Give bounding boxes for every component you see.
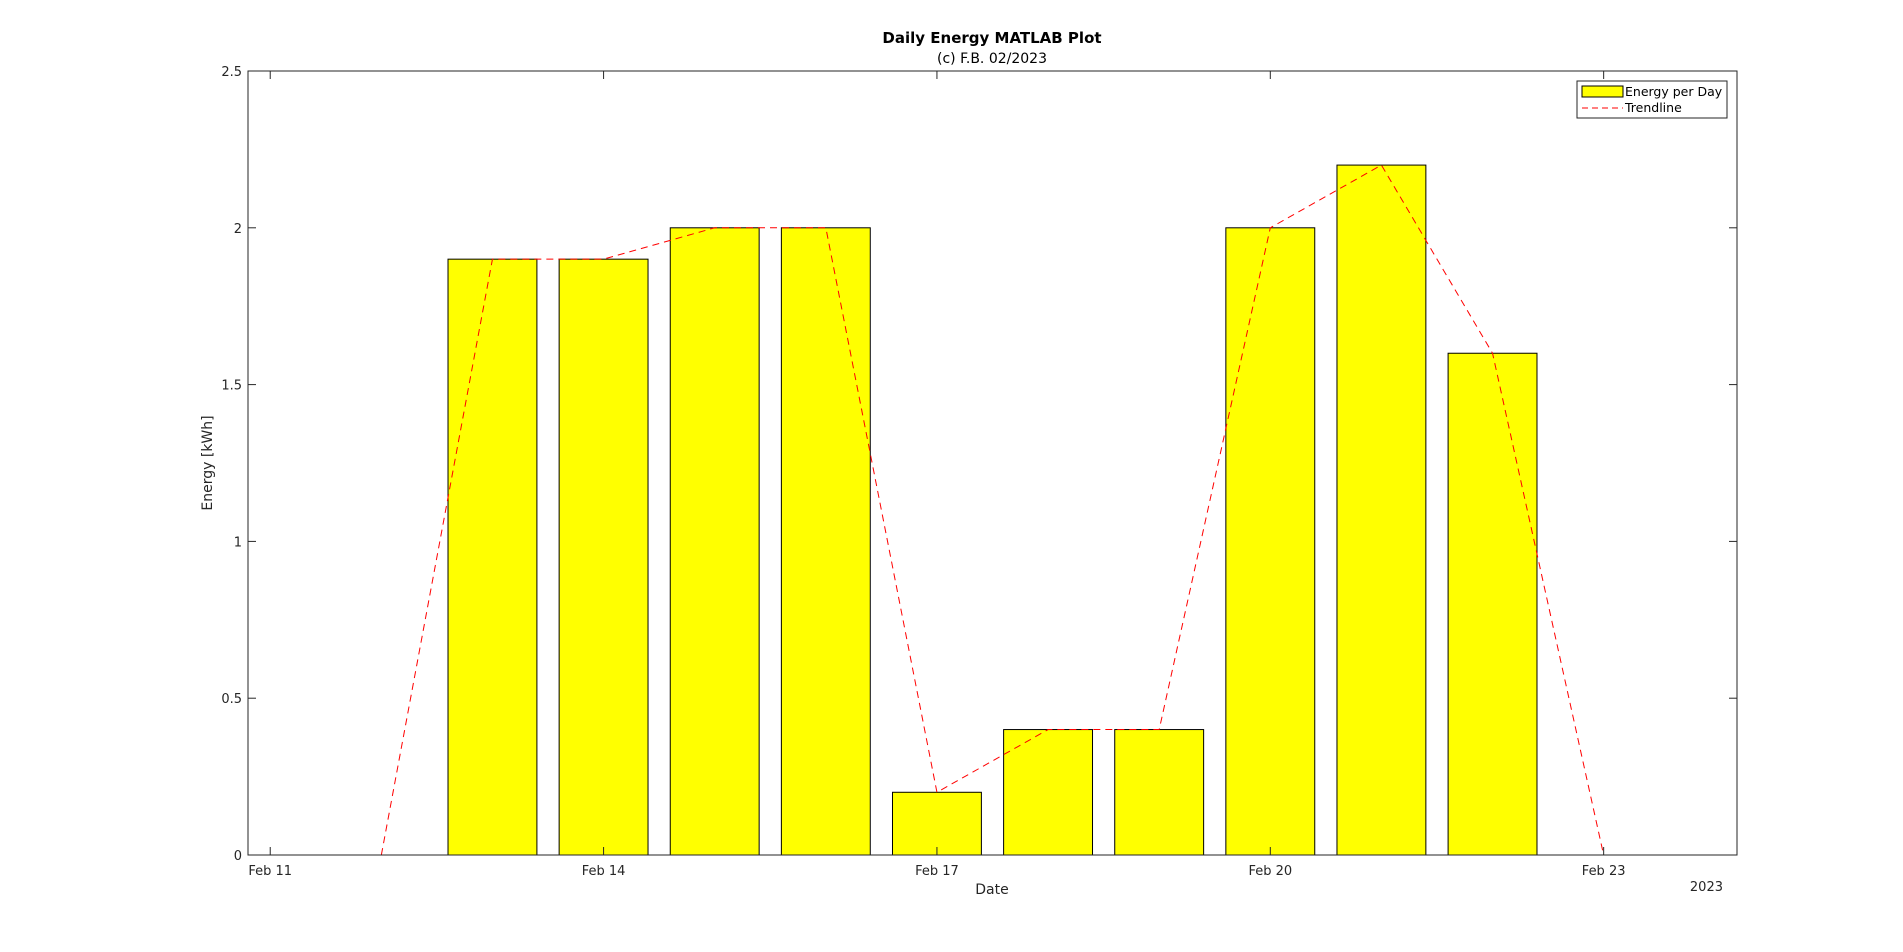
- bar-feb-17: [891, 791, 982, 856]
- bar-feb-13: [447, 258, 538, 856]
- y-tick-label: 0: [234, 849, 242, 864]
- y-tick-label: 0.5: [221, 692, 242, 707]
- bar-feb-18: [1003, 729, 1094, 856]
- y-tick-label: 2.5: [221, 65, 242, 80]
- bar-feb-14: [558, 258, 649, 856]
- y-tick-label: 1.5: [221, 379, 242, 394]
- year-label: 2023: [1690, 880, 1723, 895]
- chart-subtitle: (c) F.B. 02/2023: [937, 51, 1047, 67]
- bars-layer: [447, 164, 1538, 856]
- y-tick-label: 1: [234, 535, 242, 550]
- bar-feb-16: [780, 227, 871, 856]
- legend-label-energy: Energy per Day: [1625, 84, 1723, 99]
- bar-feb-15: [669, 227, 760, 856]
- x-axis-label: Date: [975, 882, 1008, 898]
- x-tick-label: Feb 14: [582, 864, 626, 879]
- y-tick-label: 2: [234, 222, 242, 237]
- ticks-layer: 0 0.5 1 1.5 2 2.5 Feb 11 Feb 14 Feb 17 Feb 20 Feb …: [221, 65, 1737, 879]
- x-tick-label: Feb 20: [1248, 864, 1292, 879]
- bar-feb-19: [1114, 729, 1205, 856]
- bar-feb-20: [1225, 227, 1316, 856]
- y-axis-label: Energy [kWh]: [200, 415, 216, 510]
- x-tick-label: Feb 17: [915, 864, 959, 879]
- chart-title: Daily Energy MATLAB Plot: [882, 29, 1101, 47]
- bar-feb-22: [1447, 352, 1538, 856]
- x-tick-label: Feb 23: [1582, 864, 1626, 879]
- legend: Energy per Day Trendline: [1576, 80, 1728, 119]
- trendline-path: [380, 164, 1605, 856]
- x-tick-label: Feb 11: [248, 864, 292, 879]
- axes-box: [247, 70, 1738, 856]
- trend-layer: [380, 164, 1605, 856]
- legend-label-trend: Trendline: [1624, 100, 1682, 115]
- bar-feb-21: [1336, 164, 1427, 856]
- legend-bar-swatch: [1581, 85, 1624, 98]
